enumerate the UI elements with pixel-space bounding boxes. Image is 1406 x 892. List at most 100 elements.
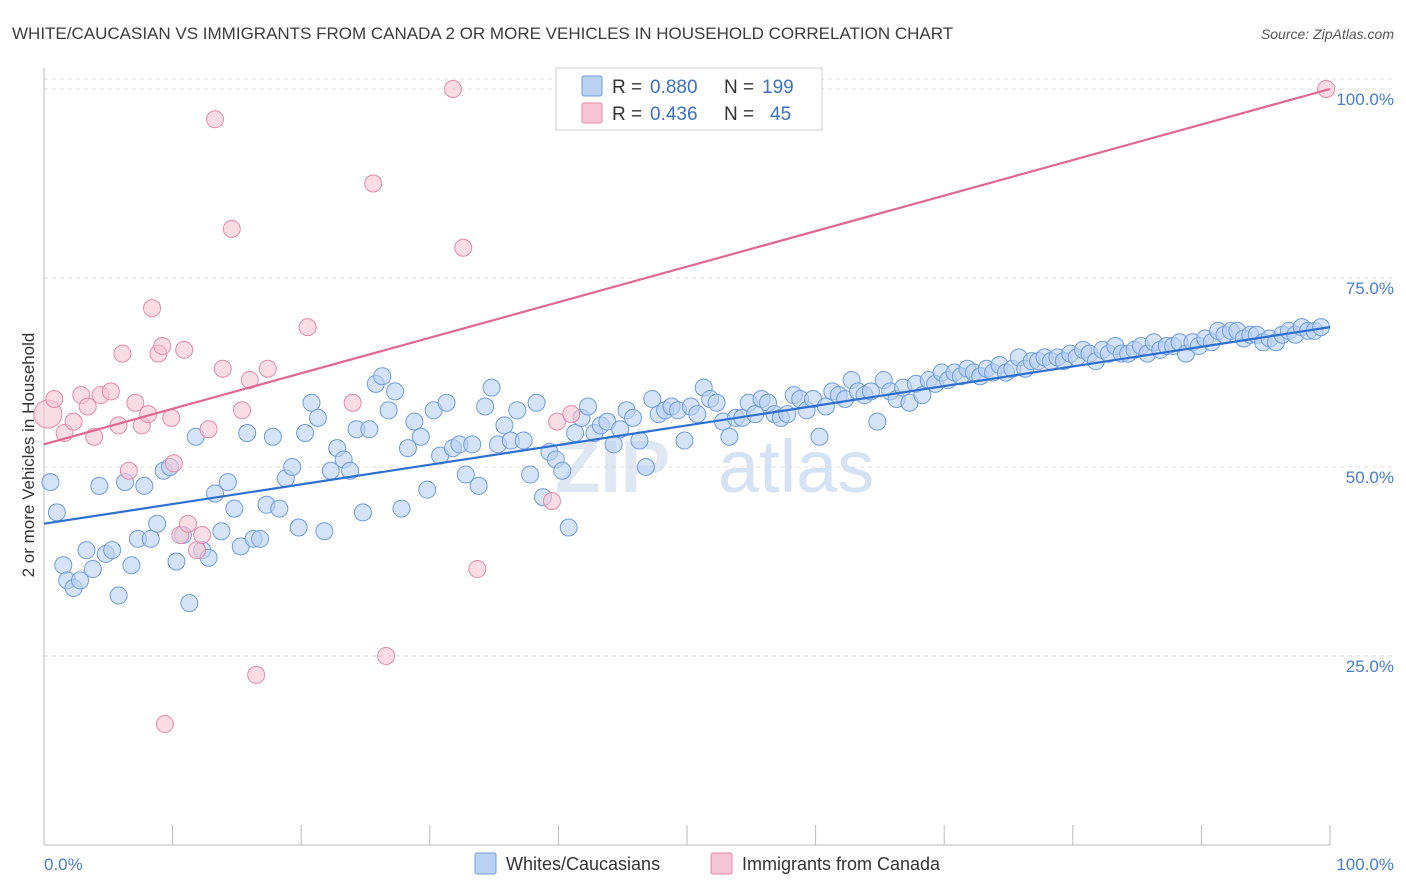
canada-point-29 (233, 401, 252, 420)
whites-point-89 (611, 420, 630, 439)
whites-point-38 (283, 458, 302, 476)
trend-line-canada (43, 87, 1331, 446)
whites-point-68 (476, 397, 495, 416)
whites-point-2 (54, 556, 73, 575)
whites-point-74 (514, 431, 533, 450)
whites-point-52 (373, 367, 392, 386)
whites-point-99 (675, 431, 694, 450)
canada-point-34 (343, 393, 362, 412)
whites-point-28 (218, 473, 237, 492)
whites-point-76 (527, 393, 546, 412)
canada-point-24 (193, 526, 212, 545)
whites-point-94 (643, 389, 662, 408)
canada-point-39 (468, 560, 487, 579)
whites-point-53 (379, 401, 398, 420)
grid-lines (44, 78, 1394, 657)
whites-point-58 (411, 427, 430, 446)
whites-point-67 (469, 476, 488, 495)
canada-point-8 (101, 382, 120, 401)
whites-point-33 (251, 529, 270, 548)
legend-n-value-whites: 199 (762, 77, 794, 98)
whites-point-56 (398, 439, 417, 458)
legend-r-label-canada: R = (612, 104, 642, 125)
canada-point-26 (206, 110, 225, 129)
whites-point-104 (707, 393, 726, 412)
canada-point-11 (119, 461, 138, 480)
canada-point-1 (45, 389, 64, 408)
y-tick-label-100: 100.0% (1336, 90, 1394, 109)
whites-point-59 (418, 480, 437, 499)
whites-point-120 (810, 427, 829, 446)
whites-point-15 (135, 476, 154, 495)
whites-point-1 (47, 503, 66, 522)
legend-r-value-whites: 0.880 (650, 77, 698, 98)
canada-point-21 (175, 340, 194, 359)
whites-point-47 (341, 461, 360, 480)
whites-point-93 (636, 458, 655, 476)
whites-point-91 (623, 408, 642, 427)
canada-point-36 (377, 647, 396, 665)
canada-point-17 (153, 337, 172, 356)
y-tick-label-50: 50.0% (1346, 468, 1394, 487)
whites-point-62 (437, 393, 456, 412)
whites-point-35 (263, 427, 282, 446)
whites-point-101 (688, 405, 707, 424)
y-axis-label: 2 or more Vehicles in Household (19, 333, 38, 578)
whites-point-57 (405, 412, 424, 431)
whites-point-11 (109, 586, 128, 605)
bottom-legend-swatch-whites (474, 852, 497, 875)
trend-lines (43, 87, 1331, 525)
legend-r-value-canada: 0.436 (650, 104, 698, 125)
x-tick-label-max: 100.0% (1336, 855, 1394, 874)
canada-point-33 (298, 318, 317, 337)
canada-point-25 (199, 420, 218, 439)
whites-point-27 (212, 522, 231, 541)
whites-point-65 (456, 465, 475, 484)
canada-point-40 (542, 492, 561, 511)
canada-point-32 (258, 359, 277, 378)
canada-point-22 (179, 514, 198, 533)
whites-point-43 (315, 522, 334, 541)
whites-point-55 (392, 499, 411, 518)
canada-point-28 (222, 219, 241, 238)
canada-point-42 (562, 405, 581, 424)
whites-point-5 (71, 571, 90, 590)
canada-point-19 (164, 454, 183, 473)
bottom-legend: Whites/Caucasians Immigrants from Canada (474, 852, 941, 875)
bottom-legend-label-whites: Whites/Caucasians (506, 854, 660, 874)
legend-n-label-canada: N = (724, 104, 754, 125)
whites-point-69 (482, 378, 501, 397)
canada-point-35 (364, 174, 383, 193)
whites-point-42 (308, 408, 327, 427)
whites-point-41 (302, 393, 321, 412)
canada-point-31 (247, 665, 266, 684)
whites-point-71 (495, 416, 514, 435)
whites-point-17 (148, 514, 167, 533)
x-tick-label-min: 0.0% (44, 855, 83, 874)
series-whites-points (41, 318, 1330, 613)
whites-point-129 (868, 412, 887, 431)
whites-point-75 (521, 465, 540, 484)
whites-point-10 (103, 541, 122, 560)
whites-point-7 (83, 560, 102, 579)
canada-point-3 (64, 412, 83, 431)
canada-point-41 (548, 412, 567, 431)
y-tick-labels: 25.0% 50.0% 75.0% 100.0% (1336, 90, 1394, 676)
bottom-legend-label-canada: Immigrants from Canada (742, 854, 941, 874)
whites-point-49 (353, 503, 372, 522)
legend-swatch-whites (581, 75, 603, 97)
canada-point-43 (155, 715, 174, 734)
legend-r-label-whites: R = (612, 77, 642, 98)
whites-point-36 (270, 499, 289, 518)
whites-point-80 (553, 461, 572, 480)
whites-point-8 (90, 476, 109, 495)
whites-point-84 (578, 397, 597, 416)
whites-point-20 (167, 552, 186, 571)
whites-point-50 (360, 420, 379, 439)
whites-point-73 (508, 401, 527, 420)
whites-point-81 (559, 518, 578, 537)
canada-point-37 (443, 80, 462, 98)
legend-n-label-whites: N = (724, 77, 754, 98)
whites-point-16 (141, 529, 160, 548)
